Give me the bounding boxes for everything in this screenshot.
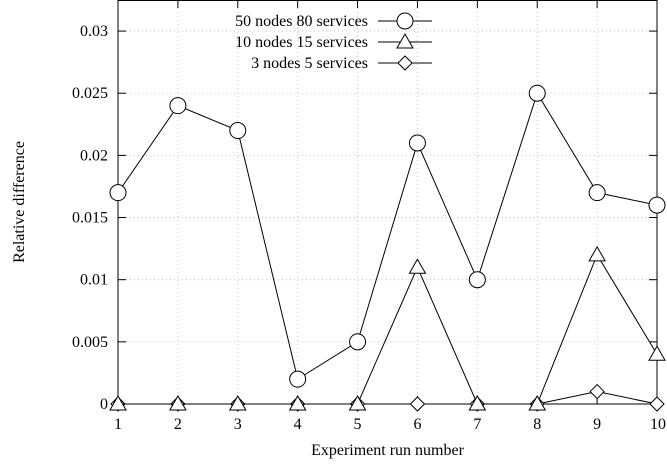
legend: 50 nodes 80 services 10 nodes 15 services… [235, 12, 432, 72]
axes: 0 0.005 0.01 0.015 0.02 0.025 0.03 1 2 3 4 5 6 7 8 9 10 [72, 0, 666, 433]
triangle-marker [348, 394, 367, 411]
series-triangle [109, 245, 666, 411]
series-line [118, 253, 658, 405]
legend-item: 10 nodes 15 services [235, 32, 432, 51]
y-tick-label: 0 [100, 396, 108, 413]
diamond-marker [409, 396, 426, 412]
triangle-marker [396, 32, 414, 49]
triangle-marker [228, 394, 247, 411]
series-circle [109, 84, 666, 388]
circle-marker [169, 97, 187, 115]
diamond-marker [589, 383, 605, 400]
circle-marker [408, 134, 426, 152]
triangle-marker [588, 245, 606, 262]
diamond-marker [649, 396, 665, 412]
triangle-marker [169, 394, 187, 411]
circle-marker [229, 122, 247, 140]
circle-marker [109, 184, 127, 202]
triangle-marker [109, 394, 127, 411]
legend-item: 50 nodes 80 services [235, 12, 432, 30]
legend-label: 50 nodes 80 services [235, 13, 368, 30]
x-tick-label: 5 [354, 416, 362, 433]
x-tick-label: 1 [114, 416, 122, 433]
triangle-marker [468, 394, 487, 411]
triangle-marker [288, 394, 307, 411]
y-axis-title: Relative difference [11, 141, 28, 263]
x-tick-label: 2 [174, 416, 182, 433]
y-tick-label: 0.005 [72, 334, 108, 351]
y-tick-label: 0.015 [72, 210, 108, 227]
x-tick-label: 4 [294, 416, 302, 433]
legend-label: 10 nodes 15 services [235, 34, 368, 51]
x-tick-label: 10 [650, 416, 666, 433]
y-tick-label: 0.02 [80, 147, 108, 164]
x-tick-label: 3 [234, 416, 242, 433]
legend-item: 3 nodes 5 services [251, 55, 432, 72]
triangle-marker [528, 394, 547, 411]
circle-marker [648, 196, 666, 214]
x-tick-label: 8 [533, 416, 541, 433]
plot-frame [117, 0, 658, 405]
x-axis-title: Experiment run number [311, 442, 465, 459]
series-diamond [110, 383, 665, 412]
diamond-marker [397, 55, 413, 71]
circle-marker [289, 370, 307, 388]
y-tick-label: 0.025 [72, 85, 108, 102]
y-tick-label: 0.03 [80, 23, 108, 40]
circle-marker [468, 271, 486, 289]
x-tick-label: 6 [413, 416, 421, 433]
legend-label: 3 nodes 5 services [251, 55, 368, 72]
triangle-marker [648, 345, 666, 361]
series-line [117, 92, 658, 380]
circle-marker [588, 184, 606, 202]
x-tick-label: 7 [473, 416, 481, 433]
circle-marker [528, 84, 546, 102]
series-lines [109, 84, 666, 412]
grid-lines [118, 0, 657, 404]
series-line [118, 391, 658, 405]
triangle-marker [408, 258, 427, 274]
x-tick-label: 9 [593, 416, 601, 433]
y-tick-label: 0.01 [80, 272, 108, 289]
circle-marker [349, 333, 367, 351]
circle-marker [396, 12, 414, 30]
